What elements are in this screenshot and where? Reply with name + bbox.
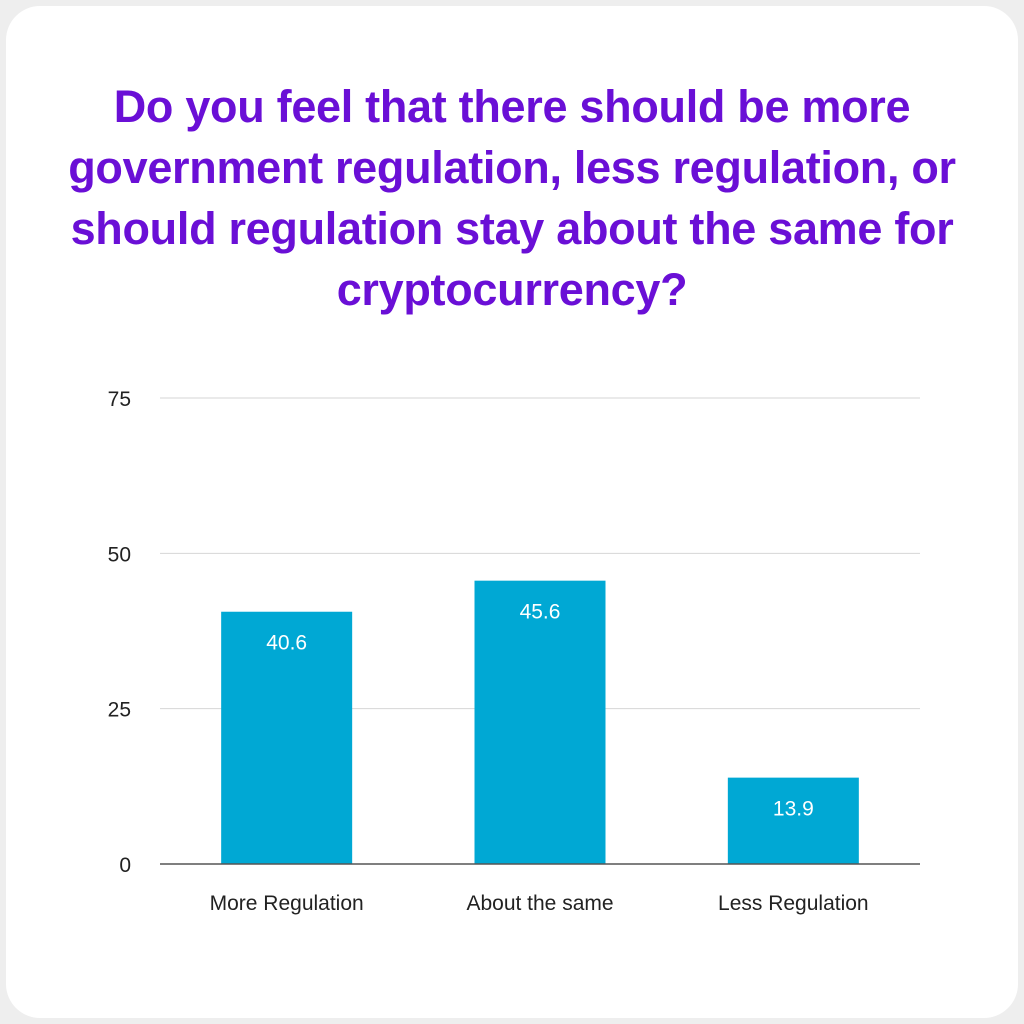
y-tick-label: 0 <box>119 854 131 877</box>
y-tick-label: 50 <box>108 543 131 566</box>
bar-data-labels: 40.6 45.6 13.9 <box>266 601 814 821</box>
bar-value-label: 40.6 <box>266 632 307 655</box>
bar <box>221 611 353 864</box>
bar-value-label: 13.9 <box>773 798 814 821</box>
chart-title: Do you feel that there should be more go… <box>68 81 956 315</box>
bar <box>727 777 859 864</box>
bar-value-label: 45.6 <box>520 601 561 624</box>
x-category-label: Less Regulation <box>718 892 869 915</box>
x-axis-categories: More Regulation About the same Less Regula… <box>210 892 869 915</box>
bar <box>474 580 606 864</box>
y-tick-label: 75 <box>108 388 131 411</box>
x-category-label: More Regulation <box>210 892 364 915</box>
x-category-label: About the same <box>466 892 613 915</box>
y-axis-ticks: 0 25 50 75 <box>108 388 131 877</box>
bars <box>221 580 859 864</box>
y-tick-label: 25 <box>108 699 131 722</box>
